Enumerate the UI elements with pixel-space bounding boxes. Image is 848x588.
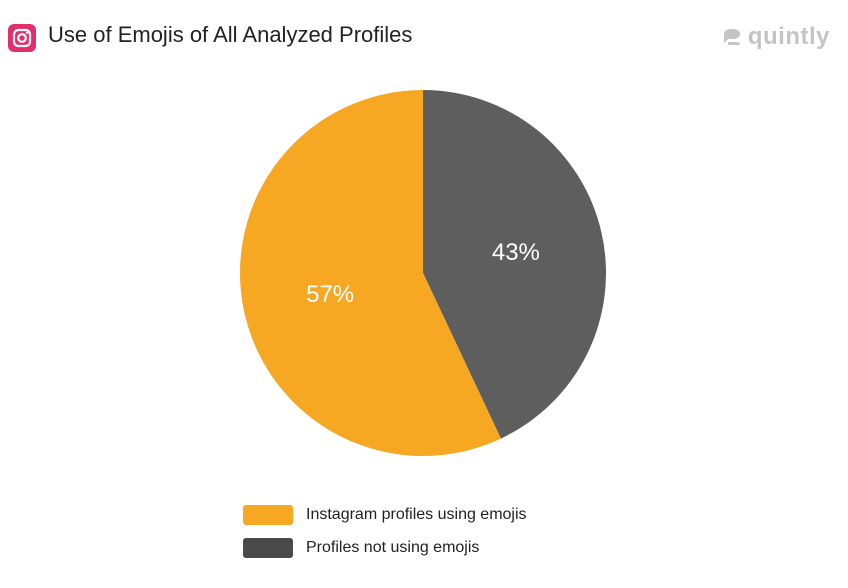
pie-chart: 43% 57% xyxy=(239,90,606,456)
pie-slice-0 xyxy=(239,90,501,456)
legend-item-1: Profiles not using emojis xyxy=(243,537,527,559)
brand-logo: quintly xyxy=(722,22,830,52)
chart-title: Use of Emojis of All Analyzed Profiles xyxy=(48,22,413,47)
quintly-logo-icon xyxy=(722,28,742,46)
legend-swatch-0 xyxy=(243,505,293,525)
legend-label-1: Profiles not using emojis xyxy=(306,539,480,556)
chart-header: Use of Emojis of All Analyzed Profiles q… xyxy=(0,0,848,70)
legend-item-0: Instagram profiles using emojis xyxy=(243,504,527,526)
pie-slice-label-0: 57% xyxy=(306,281,354,308)
pie-slice-label-1: 43% xyxy=(492,239,540,266)
instagram-icon xyxy=(8,24,36,52)
pie-slice-1 xyxy=(423,90,606,439)
brand-name: quintly xyxy=(747,23,830,50)
legend-swatch-1 xyxy=(243,538,293,558)
legend-label-0: Instagram profiles using emojis xyxy=(306,506,527,523)
chart-legend: Instagram profiles using emojis Profiles … xyxy=(243,504,527,570)
